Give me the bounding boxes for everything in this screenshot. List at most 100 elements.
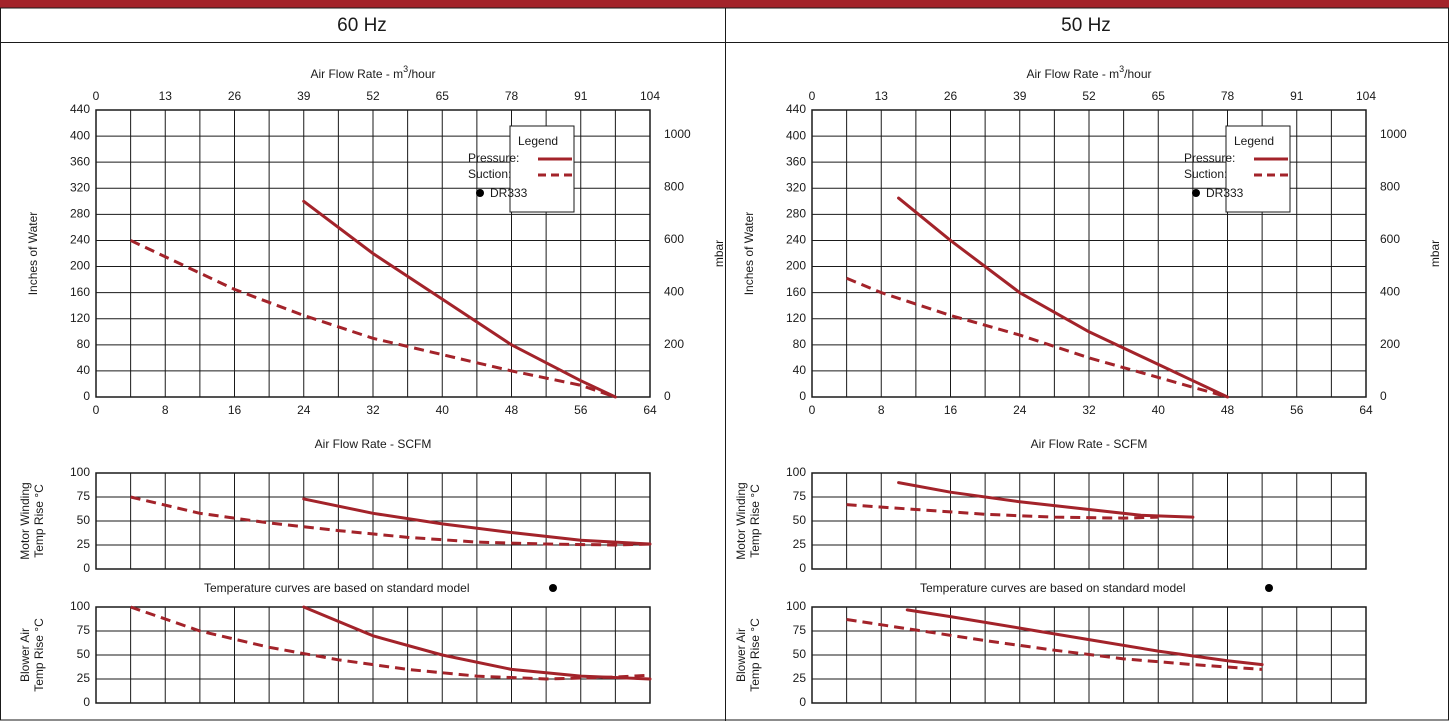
bottom-tick-label: 16 <box>228 403 242 417</box>
right-tick-label: 800 <box>664 180 684 194</box>
note-model-dot <box>1265 584 1273 592</box>
motor-y-tick-label: 0 <box>83 561 90 575</box>
motor-y-tick-label: 75 <box>77 489 91 503</box>
blower-y-tick-label: 50 <box>793 647 807 661</box>
legend-model-label: DR333 <box>1206 186 1244 200</box>
blower-y-tick-label: 75 <box>77 623 91 637</box>
main-suction-line <box>846 276 1228 399</box>
top-tick-label: 78 <box>505 89 519 103</box>
motor-pressure-line <box>302 497 652 546</box>
blower-y-tick-label: 0 <box>799 695 806 709</box>
legend-title: Legend <box>518 134 558 148</box>
main-suction-line <box>129 239 616 399</box>
legend-pressure-label: Pressure: <box>1184 151 1235 165</box>
legend-model-dot <box>476 189 484 197</box>
y-tick-label: 240 <box>70 233 90 247</box>
motor-y-tick-label: 100 <box>70 465 90 479</box>
top-tick-label: 39 <box>1013 89 1027 103</box>
top-tick-label: 65 <box>1152 89 1166 103</box>
top-axis-title: Air Flow Rate - m3/hour <box>310 64 435 81</box>
right-tick-label: 0 <box>664 389 671 403</box>
y-tick-label: 120 <box>70 311 90 325</box>
y-tick-label: 120 <box>786 311 806 325</box>
blower-y-tick-label: 25 <box>77 671 91 685</box>
top-axis-sup: 3 <box>403 64 408 74</box>
motor-y-tick-label: 0 <box>799 561 806 575</box>
right-tick-label: 200 <box>1380 337 1400 351</box>
motor-y-tick-label: 50 <box>77 513 91 527</box>
outer-border <box>0 7 1449 721</box>
legend-model-label: DR333 <box>490 186 528 200</box>
bottom-tick-label: 24 <box>297 403 311 417</box>
y-tick-label: 320 <box>786 180 806 194</box>
y-tick-label: 440 <box>70 102 90 116</box>
main-pressure-line <box>302 199 617 399</box>
y-tick-label: 320 <box>70 180 90 194</box>
panel-title: 60 Hz <box>337 15 387 36</box>
motor-y-tick-label: 50 <box>793 513 807 527</box>
blower-y-title-line1: Blower Air <box>734 628 748 682</box>
bottom-tick-label: 40 <box>1152 403 1166 417</box>
top-axis-sup: 3 <box>1119 64 1124 74</box>
motor-plot-border <box>811 472 1367 570</box>
y-tick-label: 360 <box>786 154 806 168</box>
top-tick-label: 91 <box>574 89 588 103</box>
right-tick-label: 400 <box>1380 284 1400 298</box>
bottom-tick-label: 48 <box>1221 403 1235 417</box>
panel-title: 50 Hz <box>1061 15 1111 36</box>
top-tick-label: 13 <box>159 89 173 103</box>
bottom-axis-title: Air Flow Rate - SCFM <box>315 437 432 451</box>
y-axis-right-title: mbar <box>1428 240 1442 267</box>
legend-box <box>509 125 575 213</box>
y-tick-label: 360 <box>70 154 90 168</box>
y-tick-label: 440 <box>786 102 806 116</box>
bottom-tick-label: 32 <box>366 403 380 417</box>
right-tick-label: 1000 <box>664 127 691 141</box>
legend-model-dot <box>1192 189 1200 197</box>
right-tick-label: 0 <box>1380 389 1387 403</box>
right-tick-label: 1000 <box>1380 127 1407 141</box>
blower-y-tick-label: 50 <box>77 647 91 661</box>
motor-y-tick-label: 100 <box>786 465 806 479</box>
bottom-tick-label: 32 <box>1082 403 1096 417</box>
motor-pressure-line <box>897 481 1195 519</box>
motor-y-title-line2: Temp Rise °C <box>748 484 762 558</box>
main-pressure-line <box>897 196 1229 399</box>
motor-y-title-line1: Motor Winding <box>734 482 748 559</box>
blower-suction-line <box>846 617 1263 671</box>
motor-suction-line <box>846 503 1159 520</box>
y-tick-label: 160 <box>70 285 90 299</box>
right-tick-label: 400 <box>664 284 684 298</box>
top-tick-label: 104 <box>1356 89 1376 103</box>
top-tick-label: 39 <box>297 89 311 103</box>
blower-y-tick-label: 75 <box>793 623 807 637</box>
legend-suction-label: Suction: <box>1184 167 1227 181</box>
motor-y-tick-label: 25 <box>77 537 91 551</box>
blower-plot-border <box>95 606 651 704</box>
blower-y-tick-label: 25 <box>793 671 807 685</box>
top-tick-label: 52 <box>1082 89 1096 103</box>
motor-y-tick-label: 25 <box>793 537 807 551</box>
temperature-note: Temperature curves are based on standard… <box>204 581 469 595</box>
y-tick-label: 80 <box>793 337 807 351</box>
motor-y-title-line1: Motor Winding <box>18 482 32 559</box>
y-tick-label: 160 <box>786 285 806 299</box>
y-axis-right-title: mbar <box>712 240 726 267</box>
header-bar <box>0 0 1449 8</box>
bottom-tick-label: 0 <box>809 403 816 417</box>
y-tick-label: 240 <box>786 233 806 247</box>
motor-y-title-line2: Temp Rise °C <box>32 484 46 558</box>
bottom-tick-label: 56 <box>574 403 588 417</box>
y-axis-title: Inches of Water <box>742 212 756 296</box>
legend-pressure-label: Pressure: <box>468 151 519 165</box>
bottom-tick-label: 0 <box>93 403 100 417</box>
bottom-tick-label: 40 <box>436 403 450 417</box>
top-axis-label: Air Flow Rate - m <box>310 67 403 81</box>
top-tick-label: 0 <box>93 89 100 103</box>
legend-suction-label: Suction: <box>468 167 511 181</box>
top-axis-unit: /hour <box>1124 67 1151 81</box>
y-tick-label: 400 <box>70 128 90 142</box>
legend-title: Legend <box>1234 134 1274 148</box>
